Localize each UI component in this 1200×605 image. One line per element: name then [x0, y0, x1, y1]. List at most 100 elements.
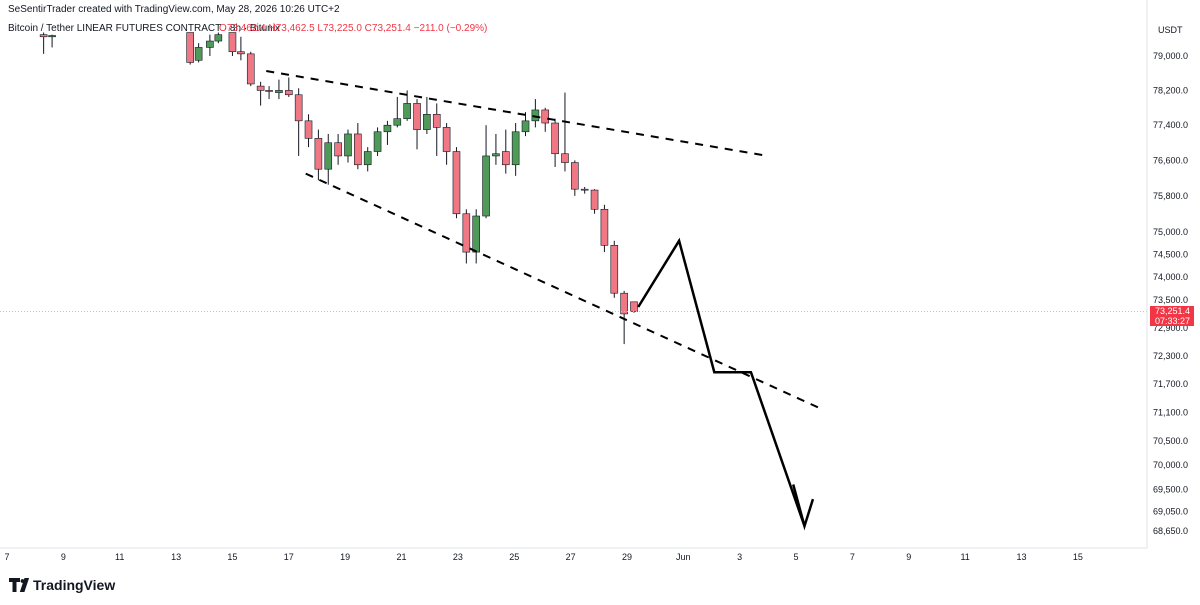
candle	[265, 86, 273, 100]
candle	[571, 160, 579, 196]
candle-body	[620, 292, 628, 315]
candle	[363, 147, 372, 172]
projection-path[interactable]	[637, 237, 806, 527]
candle	[246, 51, 255, 87]
price-tick-label: 75,800.0	[1153, 191, 1188, 201]
projection-arrow-head	[792, 484, 815, 531]
candle-body	[462, 213, 471, 253]
price-axis[interactable]: USDT 79,000.0 78,200.0 77,400.0 76,600.0 75,…	[1146, 0, 1194, 548]
candle	[314, 129, 323, 181]
candle	[462, 209, 471, 264]
candle	[501, 129, 510, 174]
candle	[551, 118, 559, 167]
price-tick-label: 76,600.0	[1153, 155, 1188, 165]
candle-body	[551, 122, 559, 155]
candle	[580, 186, 589, 194]
candle	[354, 123, 362, 170]
candle	[383, 120, 392, 145]
price-tick-label: 70,500.0	[1153, 436, 1188, 446]
time-tick-label: 7	[4, 552, 9, 562]
candle	[256, 81, 265, 106]
ohlc-values: O73,462.4 H73,462.5 L73,225.0 C73,251.4 …	[219, 23, 487, 34]
candle-body	[590, 189, 599, 210]
price-tick-label: 74,500.0	[1153, 249, 1188, 259]
candle	[294, 88, 303, 156]
candle	[228, 32, 237, 56]
candle-body	[383, 124, 392, 133]
candle-body	[48, 35, 56, 38]
tradingview-logo[interactable]: TradingView	[9, 577, 115, 593]
candle-body	[511, 131, 520, 166]
time-tick-label: Jun	[676, 552, 691, 562]
candle	[206, 34, 214, 56]
time-tick-label: 3	[737, 552, 742, 562]
time-tick-label: 15	[227, 552, 237, 562]
price-tick-label: 68,650.0	[1153, 526, 1188, 536]
created-by-text: SeSentirTrader created with TradingView.…	[8, 4, 340, 15]
candle-body	[194, 47, 203, 61]
time-tick-label: 7	[850, 552, 855, 562]
candle-body	[610, 245, 619, 294]
time-tick-label: 13	[1016, 552, 1026, 562]
candle-body	[600, 208, 609, 246]
candle-body	[363, 151, 372, 166]
candle-body	[275, 90, 283, 93]
candle	[482, 125, 490, 219]
price-tick-label: 77,400.0	[1153, 120, 1188, 130]
candle	[492, 133, 500, 165]
price-tick-label: 74,000.0	[1153, 272, 1188, 282]
time-tick-label: 23	[453, 552, 463, 562]
price-tick-label: 69,500.0	[1153, 484, 1188, 494]
candle-body	[472, 215, 480, 253]
candle-body	[432, 114, 441, 128]
candle-body	[256, 85, 265, 91]
time-axis[interactable]: 7 9 11 13 15 17 19 21 23 25 27 29 Jun 3 5 7 9 11 13 15	[0, 547, 1147, 562]
candle-body	[393, 118, 402, 126]
candles-layer	[39, 32, 638, 345]
candle-body	[442, 127, 451, 152]
time-tick-label: 25	[509, 552, 519, 562]
time-tick-label: 9	[61, 552, 66, 562]
price-axis-currency: USDT	[1158, 25, 1183, 35]
time-tick-label: 19	[340, 552, 350, 562]
candle-body	[237, 51, 245, 55]
time-tick-label: 27	[566, 552, 576, 562]
candle	[432, 103, 441, 156]
time-tick-label: 15	[1073, 552, 1083, 562]
candle	[442, 123, 451, 165]
candle	[511, 123, 520, 176]
candle	[275, 79, 283, 100]
price-tick-label: 73,500.0	[1153, 295, 1188, 305]
time-tick-label: 9	[906, 552, 911, 562]
candle-body	[246, 53, 255, 85]
last-price-tag: 73,251.4 07:33:27	[1150, 306, 1194, 326]
candle	[194, 43, 203, 63]
price-tick-label: 69,050.0	[1153, 506, 1188, 516]
candle	[373, 127, 382, 156]
candle-body	[403, 103, 411, 119]
candle-body	[373, 131, 382, 152]
tradingview-logo-text: TradingView	[33, 577, 115, 593]
candle	[531, 99, 540, 128]
price-tick-label: 72,300.0	[1153, 351, 1188, 361]
candle-body	[630, 301, 638, 312]
candle	[423, 96, 431, 134]
candle	[214, 32, 223, 44]
candle-body	[531, 109, 540, 122]
candle	[541, 107, 550, 132]
candle	[630, 301, 638, 313]
lower-wedge-line[interactable]	[305, 172, 819, 409]
candle	[452, 147, 461, 219]
candle-body	[561, 153, 569, 163]
upper-wedge-line[interactable]	[266, 70, 769, 157]
candle-body	[413, 103, 421, 130]
candle-body	[492, 153, 500, 157]
candle-body	[541, 109, 550, 124]
symbol-description[interactable]: Bitcoin / Tether LINEAR FUTURES CONTRACT…	[8, 23, 280, 34]
candle-body	[214, 34, 223, 42]
price-tick-label: 78,200.0	[1153, 85, 1188, 95]
last-price-label: 73,251.4	[1155, 306, 1190, 316]
candle-body	[39, 34, 48, 38]
price-tick-labels: 79,000.0 78,200.0 77,400.0 76,600.0 75,800.0…	[1153, 51, 1188, 536]
